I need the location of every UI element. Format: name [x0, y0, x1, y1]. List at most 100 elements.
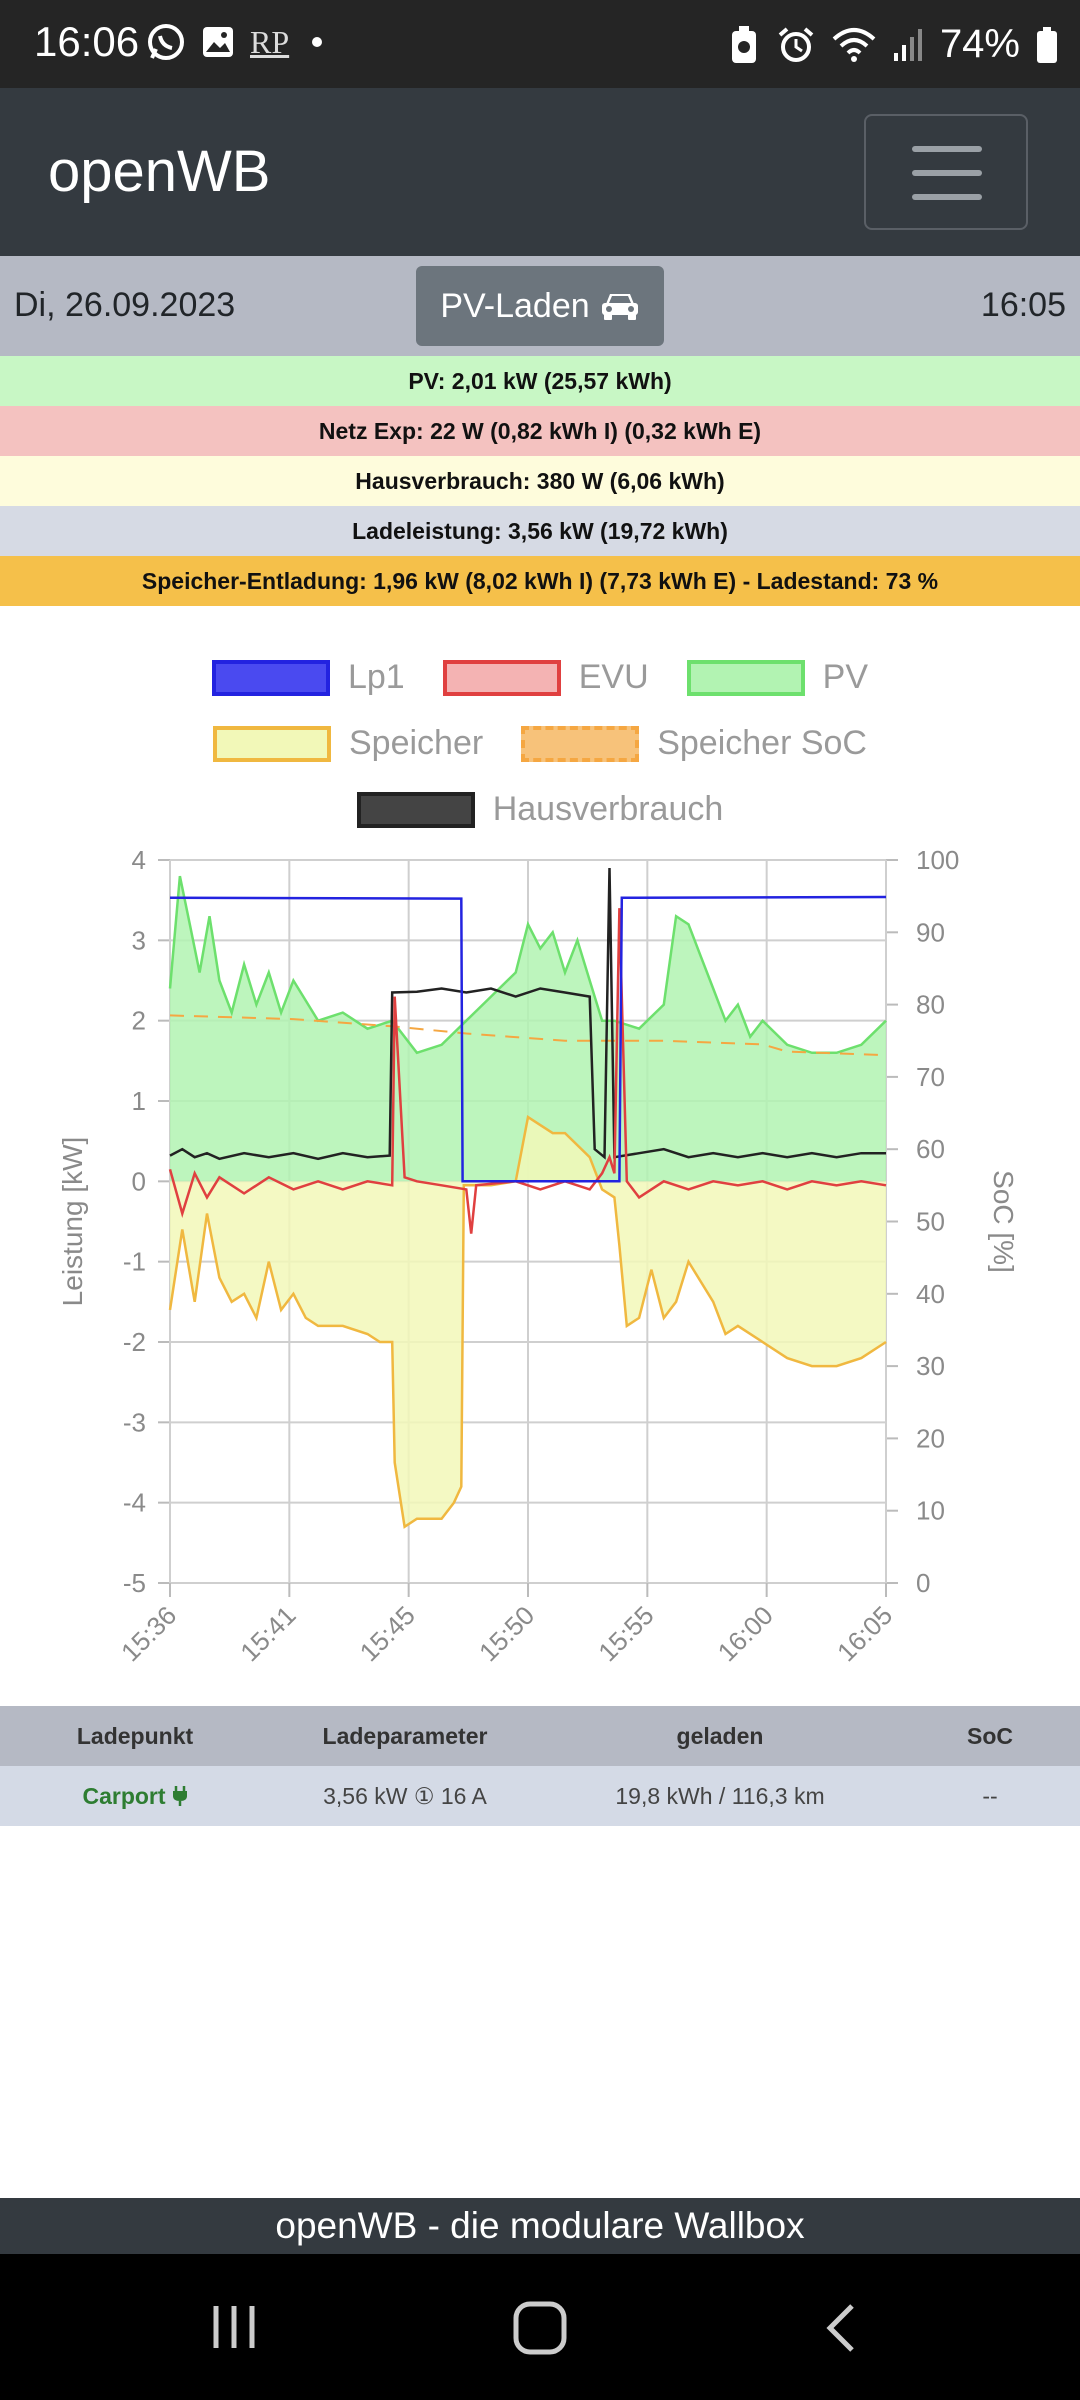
legend-label: Speicher	[349, 724, 484, 762]
x-tick-label: 15:41	[234, 1600, 301, 1667]
x-tick-label: 15:45	[354, 1600, 421, 1667]
gallery-icon	[203, 27, 233, 57]
legend-speicher[interactable]: Speicher	[213, 724, 483, 763]
battery-percent: 74%	[939, 22, 1020, 66]
lp1-line	[169, 895, 887, 1183]
y-tick-label: 3	[132, 925, 146, 955]
y2-axis-label: SoC [%]	[988, 1170, 1019, 1273]
legend-swatch	[211, 659, 330, 696]
app-navbar: openWB	[0, 88, 1080, 256]
status-bar: 16:06 RP 74%	[0, 0, 1080, 88]
legend-label: EVU	[578, 658, 649, 696]
hausverbrauch-line	[169, 867, 886, 1161]
header-ladepunkt: Ladepunkt	[76, 1722, 194, 1749]
y2-tick-label: 100	[916, 845, 959, 875]
status-time: 16:06	[34, 18, 140, 65]
x-tick-label: 15:36	[115, 1600, 182, 1667]
cell-geladen: 19,8 kWh / 116,3 km	[615, 1782, 825, 1809]
power-chart: 43210-1-2-3-4-5100908070605040302010015:…	[57, 845, 1019, 1667]
y-tick-label: -4	[123, 1488, 146, 1518]
y-tick-label: 0	[132, 1166, 146, 1196]
legend-label: Lp1	[347, 658, 405, 696]
y2-tick-label: 40	[916, 1279, 945, 1309]
battery-icon	[1037, 26, 1057, 63]
legend-speicher-soc[interactable]: Speicher SoC	[521, 724, 867, 763]
table-header: Ladepunkt Ladeparameter geladen SoC	[0, 1706, 1080, 1766]
y2-tick-label: 20	[916, 1423, 945, 1453]
speicher-soc-line	[169, 1014, 887, 1057]
y-tick-label: 2	[132, 1006, 146, 1036]
speicher-area	[170, 1117, 886, 1527]
footer: openWB - die modulare Wallbox	[0, 2198, 1080, 2254]
y-tick-label: -1	[123, 1247, 146, 1277]
signal-icon	[893, 28, 922, 61]
rp-icon: RP	[250, 23, 290, 60]
y2-tick-label: 70	[916, 1062, 945, 1092]
x-tick-label: 15:50	[473, 1600, 540, 1667]
battery-saver-icon	[731, 25, 756, 63]
legend-pv[interactable]: PV	[686, 658, 868, 697]
cell-ladepunkt[interactable]: Carport	[0, 1766, 270, 1826]
x-tick-label: 15:55	[592, 1600, 659, 1667]
wifi-icon	[832, 27, 876, 62]
legend-swatch	[521, 725, 640, 762]
legend-swatch	[686, 659, 805, 696]
y-tick-label: 4	[132, 845, 146, 875]
y2-tick-label: 90	[916, 917, 945, 947]
home-icon[interactable]	[510, 2298, 570, 2358]
pv-line	[168, 875, 887, 1055]
charge-mode-button[interactable]: PV-Laden	[416, 266, 664, 346]
alarm-icon	[778, 26, 814, 62]
dot-icon	[312, 37, 323, 47]
whatsapp-icon	[148, 24, 184, 60]
current-date: Di, 26.09.2023	[14, 286, 236, 324]
recent-apps-icon[interactable]	[206, 2302, 262, 2352]
info-pv: PV: 2,01 kW (25,57 kWh)	[0, 356, 1080, 406]
legend-swatch	[213, 725, 331, 762]
y-tick-label: -5	[123, 1568, 146, 1598]
cell-soc: --	[982, 1782, 998, 1809]
x-tick-label: 16:00	[712, 1600, 779, 1667]
speicher-line	[168, 1115, 887, 1529]
y2-tick-label: 30	[916, 1351, 945, 1381]
y-tick-label: -3	[123, 1407, 146, 1437]
y2-tick-label: 10	[916, 1496, 945, 1526]
legend-lp1[interactable]: Lp1	[211, 658, 405, 697]
legend-label: Hausverbrauch	[492, 790, 724, 828]
plug-icon	[172, 1786, 187, 1806]
system-nav-bar	[0, 2254, 1080, 2400]
date-bar: Di, 26.09.2023 PV-Laden 16:05	[0, 256, 1080, 356]
legend-swatch	[442, 659, 561, 696]
legend-evu[interactable]: EVU	[442, 658, 649, 697]
pv-area	[170, 876, 886, 1182]
table-row[interactable]: Carport 3,56 kW ① 16 A 19,8 kWh / 116,3 …	[0, 1766, 1080, 1826]
legend-label: Speicher SoC	[657, 724, 867, 762]
y2-tick-label: 0	[916, 1568, 930, 1598]
header-geladen: geladen	[676, 1722, 764, 1749]
charge-mode-label: PV-Laden	[440, 286, 590, 325]
x-tick-label: 16:05	[831, 1600, 898, 1667]
footer-text: openWB - die modulare Wallbox	[275, 2205, 805, 2246]
info-ladeleistung: Ladeleistung: 3,56 kW (19,72 kWh)	[0, 506, 1080, 556]
legend-swatch	[356, 791, 475, 828]
y-axis-label: Leistung [kW]	[57, 1137, 88, 1307]
chart-legend-row-2: Speicher Speicher SoC	[0, 724, 1080, 763]
info-hausverbrauch: Hausverbrauch: 380 W (6,06 kWh)	[0, 456, 1080, 506]
info-speicher: Speicher-Entladung: 1,96 kW (8,02 kWh I)…	[0, 556, 1080, 606]
chart-legend-row-3: Hausverbrauch	[0, 790, 1080, 829]
info-netz: Netz Exp: 22 W (0,82 kWh I) (0,32 kWh E)	[0, 406, 1080, 456]
y-tick-label: 1	[132, 1086, 146, 1116]
menu-toggle-button[interactable]	[864, 114, 1028, 230]
y2-tick-label: 60	[916, 1134, 945, 1164]
brand-logo[interactable]: openWB	[48, 139, 271, 204]
y2-tick-label: 50	[916, 1207, 945, 1237]
legend-label: PV	[822, 658, 868, 696]
header-ladeparameter: Ladeparameter	[322, 1722, 488, 1749]
legend-hausverbrauch[interactable]: Hausverbrauch	[356, 790, 724, 829]
chart-legend-row-1: Lp1 EVU PV	[0, 658, 1080, 697]
ladepunkt-name: Carport	[82, 1782, 166, 1809]
cell-ladeparameter: 3,56 kW ① 16 A	[323, 1782, 487, 1809]
y2-tick-label: 80	[916, 990, 945, 1020]
back-icon[interactable]	[818, 2302, 862, 2354]
y-tick-label: -2	[123, 1327, 146, 1357]
